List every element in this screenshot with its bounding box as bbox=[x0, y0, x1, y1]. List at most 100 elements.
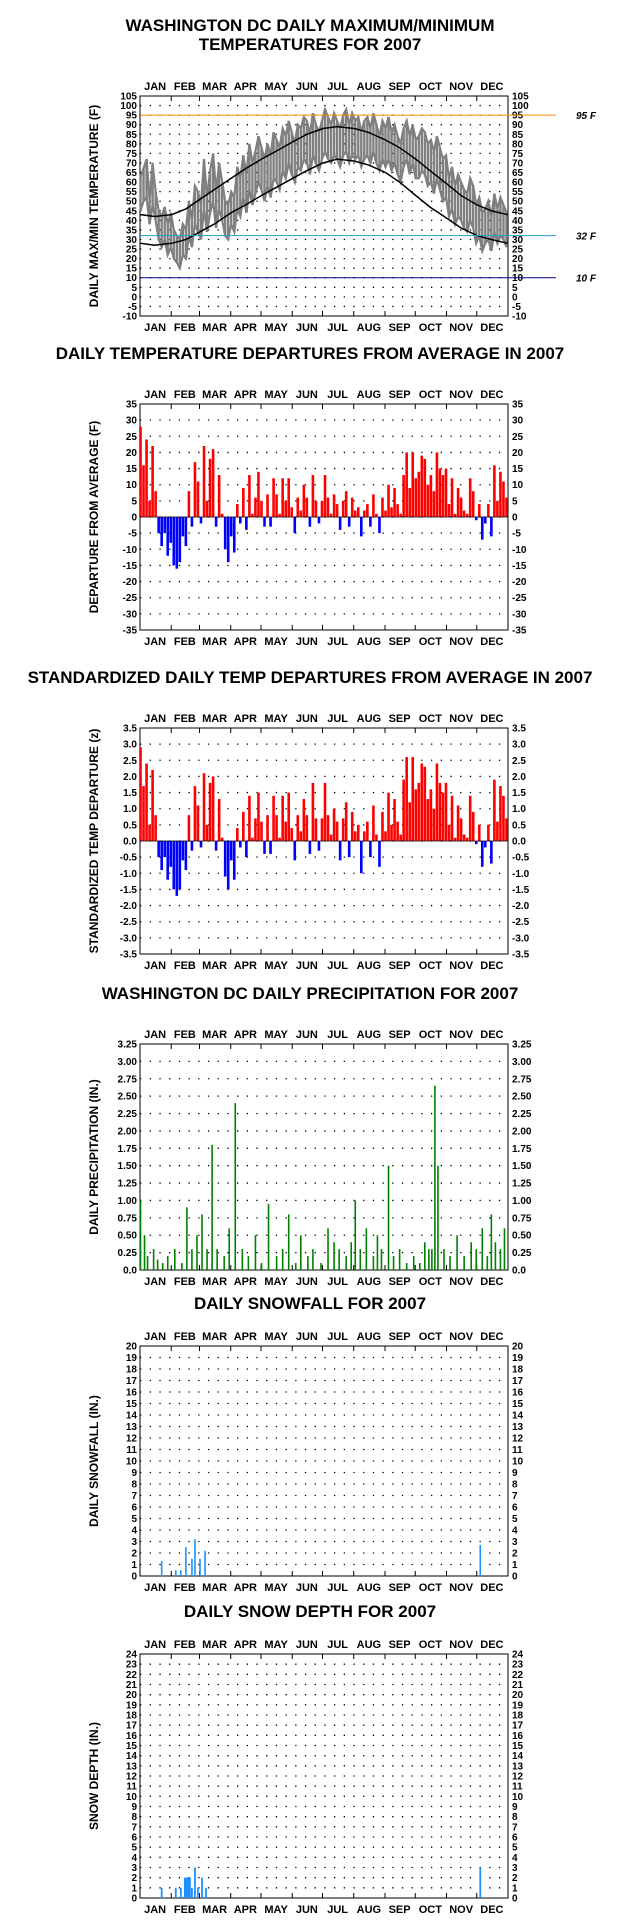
y-tick-label-right: 9 bbox=[512, 1468, 518, 1479]
chart-bar bbox=[245, 517, 248, 530]
month-label-bottom: JUN bbox=[296, 1582, 318, 1594]
y-tick-label-right: 80 bbox=[512, 139, 524, 150]
chart-bar bbox=[201, 1877, 203, 1898]
chart-bar bbox=[420, 763, 424, 841]
y-tick-label-right: 3.00 bbox=[512, 1057, 532, 1068]
y-tick-label-left: -25 bbox=[123, 593, 138, 604]
y-tick-label-right: -10 bbox=[512, 312, 527, 323]
y-tick-label-right: 3.5 bbox=[512, 724, 526, 735]
y-tick-label-right: 0.50 bbox=[512, 1231, 532, 1242]
y-tick-label-left: 18 bbox=[126, 1711, 138, 1722]
month-label-bottom: DEC bbox=[480, 1276, 503, 1288]
chart-bar bbox=[444, 468, 448, 517]
month-label-top: NOV bbox=[449, 81, 474, 93]
chart-bar bbox=[434, 1085, 436, 1270]
chart-bar bbox=[376, 1235, 379, 1270]
y-tick-label-left: 18 bbox=[126, 1365, 138, 1376]
chart-bar bbox=[338, 517, 342, 530]
chart-bar bbox=[417, 782, 421, 841]
chart-bar bbox=[199, 841, 203, 848]
chart-bar bbox=[181, 1263, 183, 1270]
chart-bar bbox=[344, 802, 348, 841]
chart-bar bbox=[269, 841, 272, 854]
chart-bar bbox=[186, 1207, 188, 1270]
chart-bar bbox=[260, 1263, 263, 1270]
chart-bar bbox=[142, 786, 145, 841]
month-label-bottom: SEP bbox=[389, 322, 411, 334]
y-tick-label-right: 20 bbox=[512, 1342, 524, 1353]
y-tick-label-right: 13 bbox=[512, 1422, 524, 1433]
month-label-top: APR bbox=[234, 1639, 257, 1651]
chart-bar bbox=[260, 500, 263, 517]
chart-bar bbox=[275, 494, 278, 517]
chart-bar bbox=[447, 504, 451, 517]
y-tick-label-right: 15 bbox=[512, 1399, 524, 1410]
month-label-bottom: MAY bbox=[264, 1904, 288, 1916]
y-tick-label-right: 1.50 bbox=[512, 1161, 532, 1172]
chart-bar bbox=[254, 818, 257, 841]
chart-bar bbox=[229, 517, 233, 537]
month-label-bottom: JUL bbox=[327, 636, 348, 648]
y-tick-label-left: 7 bbox=[131, 1822, 137, 1833]
y-tick-label-right: 1.25 bbox=[512, 1179, 532, 1190]
chart-bar bbox=[356, 507, 360, 517]
month-label-bottom: FEB bbox=[174, 636, 196, 648]
y-tick-label-right: 5 bbox=[512, 283, 518, 294]
month-label-bottom: JUN bbox=[296, 636, 318, 648]
chart-bar bbox=[423, 766, 427, 841]
chart-bar bbox=[185, 1547, 187, 1576]
y-tick-label-left: 3.5 bbox=[123, 724, 137, 735]
month-label-bottom: OCT bbox=[419, 636, 443, 648]
y-tick-label-left: 25 bbox=[126, 245, 138, 256]
month-label-top: JUN bbox=[296, 1639, 318, 1651]
month-label-top: JAN bbox=[144, 713, 166, 725]
chart-bar bbox=[475, 1249, 478, 1270]
chart-bar bbox=[191, 1558, 193, 1576]
y-tick-label-left: -20 bbox=[123, 577, 138, 588]
temperature-departure-chart: JAN JAN FEB FEB MAR MAR APR APR MAY MAY JUN JUN JUL J… bbox=[87, 389, 527, 648]
chart-bar bbox=[414, 789, 418, 841]
y-tick-label-right: -20 bbox=[512, 577, 527, 588]
max-min-temperature-chart: JAN JAN FEB FEB MAR MAR APR APR MAY MAY JUN JUN JUL J… bbox=[87, 81, 597, 334]
y-tick-label-left: 100 bbox=[120, 101, 137, 112]
chart-bar bbox=[180, 1570, 182, 1576]
chart-bar bbox=[369, 841, 372, 858]
y-tick-label-left: 45 bbox=[126, 206, 138, 217]
chart-bar bbox=[360, 517, 363, 537]
y-tick-label-right: 18 bbox=[512, 1365, 524, 1376]
y-tick-label-right: 90 bbox=[512, 120, 524, 131]
chart-bar bbox=[152, 1249, 155, 1270]
chart-bar bbox=[178, 841, 182, 890]
y-tick-label-right: 75 bbox=[512, 149, 524, 160]
chart-bar bbox=[272, 795, 275, 841]
y-tick-label-left: 15 bbox=[126, 1741, 138, 1752]
month-label-bottom: MAR bbox=[202, 1276, 227, 1288]
chart-bar bbox=[201, 1214, 203, 1270]
month-label-top: MAR bbox=[202, 81, 227, 93]
month-label-top: JUN bbox=[296, 81, 318, 93]
y-tick-label-left: 21 bbox=[126, 1680, 138, 1691]
y-tick-label-left: 0.0 bbox=[123, 837, 137, 848]
y-tick-label-left: 40 bbox=[126, 216, 138, 227]
month-label-top: APR bbox=[234, 81, 257, 93]
y-tick-label-right: 5 bbox=[512, 496, 518, 507]
y-tick-label-left: 14 bbox=[126, 1751, 138, 1762]
chart-bar bbox=[307, 1256, 309, 1270]
chart-bar bbox=[496, 500, 499, 517]
month-label-bottom: JUL bbox=[327, 1904, 348, 1916]
month-label-bottom: NOV bbox=[449, 1276, 474, 1288]
month-label-bottom: MAY bbox=[264, 636, 288, 648]
y-tick-label-right: 100 bbox=[512, 101, 529, 112]
y-tick-label-left: 55 bbox=[126, 187, 138, 198]
chart-bar bbox=[486, 1256, 489, 1270]
month-label-top: SEP bbox=[389, 713, 411, 725]
month-label-top: OCT bbox=[419, 81, 443, 93]
chart-bar bbox=[199, 517, 203, 524]
chart-bar bbox=[481, 1228, 484, 1270]
y-tick-label-right: 20 bbox=[512, 1690, 524, 1701]
month-label-bottom: OCT bbox=[419, 1582, 443, 1594]
y-tick-label-right: 0 bbox=[512, 1572, 518, 1583]
y-tick-label-right: -2.0 bbox=[512, 901, 530, 912]
month-label-top: NOV bbox=[449, 389, 474, 401]
month-label-bottom: SEP bbox=[389, 960, 411, 972]
